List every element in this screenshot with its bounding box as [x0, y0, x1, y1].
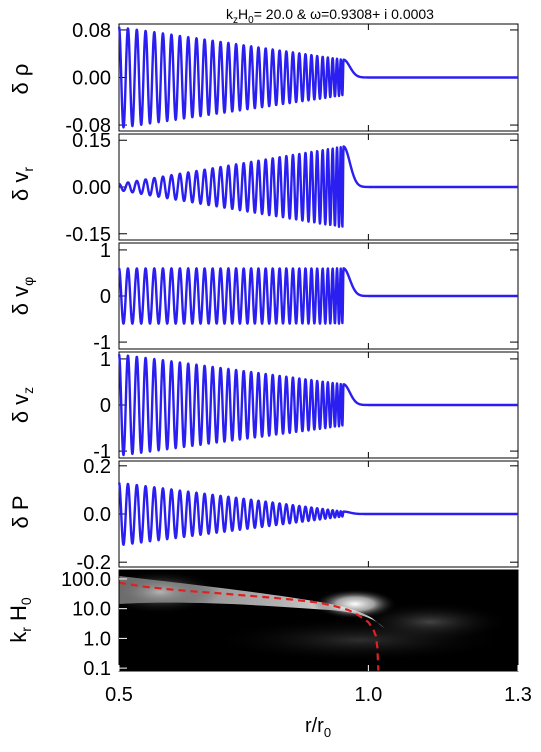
y-tick-label: 1 [100, 349, 111, 371]
perturbation-curve [117, 353, 519, 457]
y-tick-label: 0.2 [83, 456, 111, 478]
y-tick-label: 0.00 [72, 68, 111, 90]
y-tick-label: 0.00 [72, 177, 111, 199]
y-tick-label: 0.08 [72, 20, 111, 42]
x-axis: 0.5 1.0 1.3 [105, 684, 532, 706]
y-tick-label: 1.0 [83, 628, 111, 650]
ylabel-azimuthal-velocity: δ vφ [8, 277, 36, 315]
y-tick-label: 100.0 [61, 569, 111, 591]
heatmap-glow-lower [210, 618, 510, 662]
panel-density: 0.08 0.00 -0.08 [65, 20, 519, 137]
ylabel-density: δ ρ [8, 64, 33, 95]
heatmap-glow-left [119, 570, 220, 614]
panel-radial-velocity: 0.15 0.00 -0.15 [65, 130, 519, 246]
x-tick-label: 0.5 [105, 684, 133, 706]
ylabel-kr-h0: kr H0 [6, 597, 34, 643]
heatmap-frame [118, 569, 519, 672]
resonance-curve [118, 581, 380, 672]
xlabel: r/r0 [305, 715, 331, 740]
y-tick-label: -0.2 [77, 552, 111, 574]
perturbation-curve [117, 482, 519, 546]
x-tick-label: 1.0 [354, 684, 382, 706]
heatmap-panel: 100.0 10.0 1.0 0.1 [61, 569, 519, 680]
y-tick-label: -0.08 [65, 115, 111, 137]
x-tick-label: 1.3 [504, 684, 532, 706]
panel-vertical-velocity: 1 0 -1 [93, 349, 519, 463]
ylabel-radial-velocity: δ vr [8, 167, 36, 201]
y-tick-label: 0.1 [83, 658, 111, 680]
ylabel-pressure: δ P [8, 495, 33, 528]
y-tick-label: 0 [100, 395, 111, 417]
y-tick-label: 0.15 [72, 130, 111, 152]
y-tick-label: 0 [100, 286, 111, 308]
y-tick-label: -1 [93, 441, 111, 463]
panel-azimuthal-velocity: 1 0 -1 [93, 240, 519, 354]
heatmap-axes: 100.0 10.0 1.0 0.1 [61, 569, 519, 680]
y-tick-label: -0.15 [65, 224, 111, 246]
ylabel-vertical-velocity: δ vz [8, 387, 36, 423]
perturbation-curve [117, 26, 519, 129]
y-tick-label: -1 [93, 332, 111, 354]
perturbation-curve [118, 145, 519, 228]
y-tick-label: 1 [100, 240, 111, 262]
panel-pressure: 0.2 0.0 -0.2 [77, 456, 519, 574]
y-tick-label: 0.0 [83, 504, 111, 526]
y-tick-label: 10.0 [72, 599, 111, 621]
chart-title: kzH0= 20.0 & ω=0.9308+ i 0.0003 [226, 6, 434, 26]
perturbation-curve [117, 267, 519, 325]
